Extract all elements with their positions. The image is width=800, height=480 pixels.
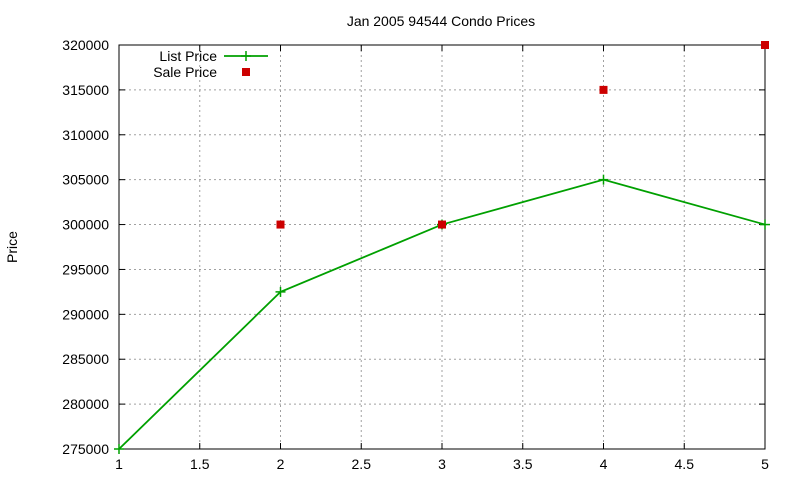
- data-point: [599, 85, 608, 94]
- y-tick-label: 310000: [62, 127, 109, 143]
- data-point: [761, 41, 769, 49]
- x-tick-label: 3.5: [513, 456, 533, 472]
- x-tick-label: 1: [115, 456, 123, 472]
- x-tick-label: 2.5: [352, 456, 372, 472]
- data-point: [438, 220, 446, 229]
- chart-title: Jan 2005 94544 Condo Prices: [347, 13, 535, 29]
- legend-marker: [242, 68, 250, 76]
- axis-tick-labels: 1 1.5 2 2.5 3 3.5 4 4.5 5 275000 280000 285000 29000…: [62, 37, 769, 472]
- y-tick-label: 290000: [62, 306, 109, 322]
- x-tick-label: 4.5: [675, 456, 695, 472]
- legend-marker: [241, 51, 251, 61]
- y-axis-label: Price: [4, 231, 20, 263]
- data-point: [598, 174, 609, 185]
- x-tick-label: 3: [438, 456, 446, 472]
- legend-label: Sale Price: [153, 64, 217, 80]
- series-layer: [114, 41, 770, 454]
- data-point: [760, 219, 770, 230]
- legend-label: List Price: [159, 48, 217, 64]
- series-1: [276, 41, 769, 229]
- y-tick-label: 305000: [62, 172, 109, 188]
- y-tick-label: 295000: [62, 261, 109, 277]
- data-point: [114, 444, 124, 454]
- plot-frame: [118, 44, 766, 450]
- x-tick-label: 1.5: [190, 456, 210, 472]
- data-point: [276, 220, 285, 229]
- y-tick-label: 280000: [62, 396, 109, 412]
- y-tick-label: 300000: [62, 217, 109, 233]
- y-tick-label: 315000: [62, 82, 109, 98]
- y-tick-label: 320000: [62, 37, 109, 53]
- y-tick-label: 275000: [62, 441, 109, 457]
- x-tick-label: 2: [277, 456, 285, 472]
- x-tick-label: 4: [600, 456, 608, 472]
- data-point: [275, 286, 286, 297]
- x-tick-label: 5: [761, 456, 769, 472]
- grid-layer: [119, 45, 765, 449]
- y-tick-label: 285000: [62, 351, 109, 367]
